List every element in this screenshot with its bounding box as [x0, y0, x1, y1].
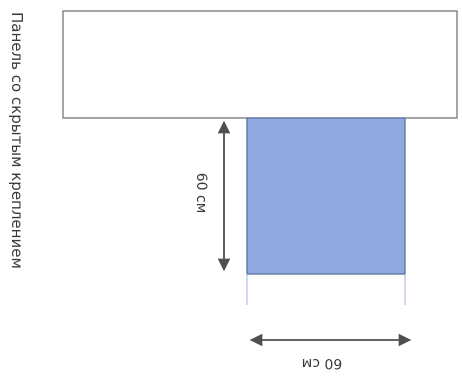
tile-rect: [246, 117, 406, 275]
height-dimension-label: 60 см: [193, 173, 209, 214]
panel-caption: Панель со скрытым креплением: [8, 12, 26, 269]
width-dimension-label: 60 см: [302, 355, 343, 371]
panel-rect: [62, 10, 458, 119]
